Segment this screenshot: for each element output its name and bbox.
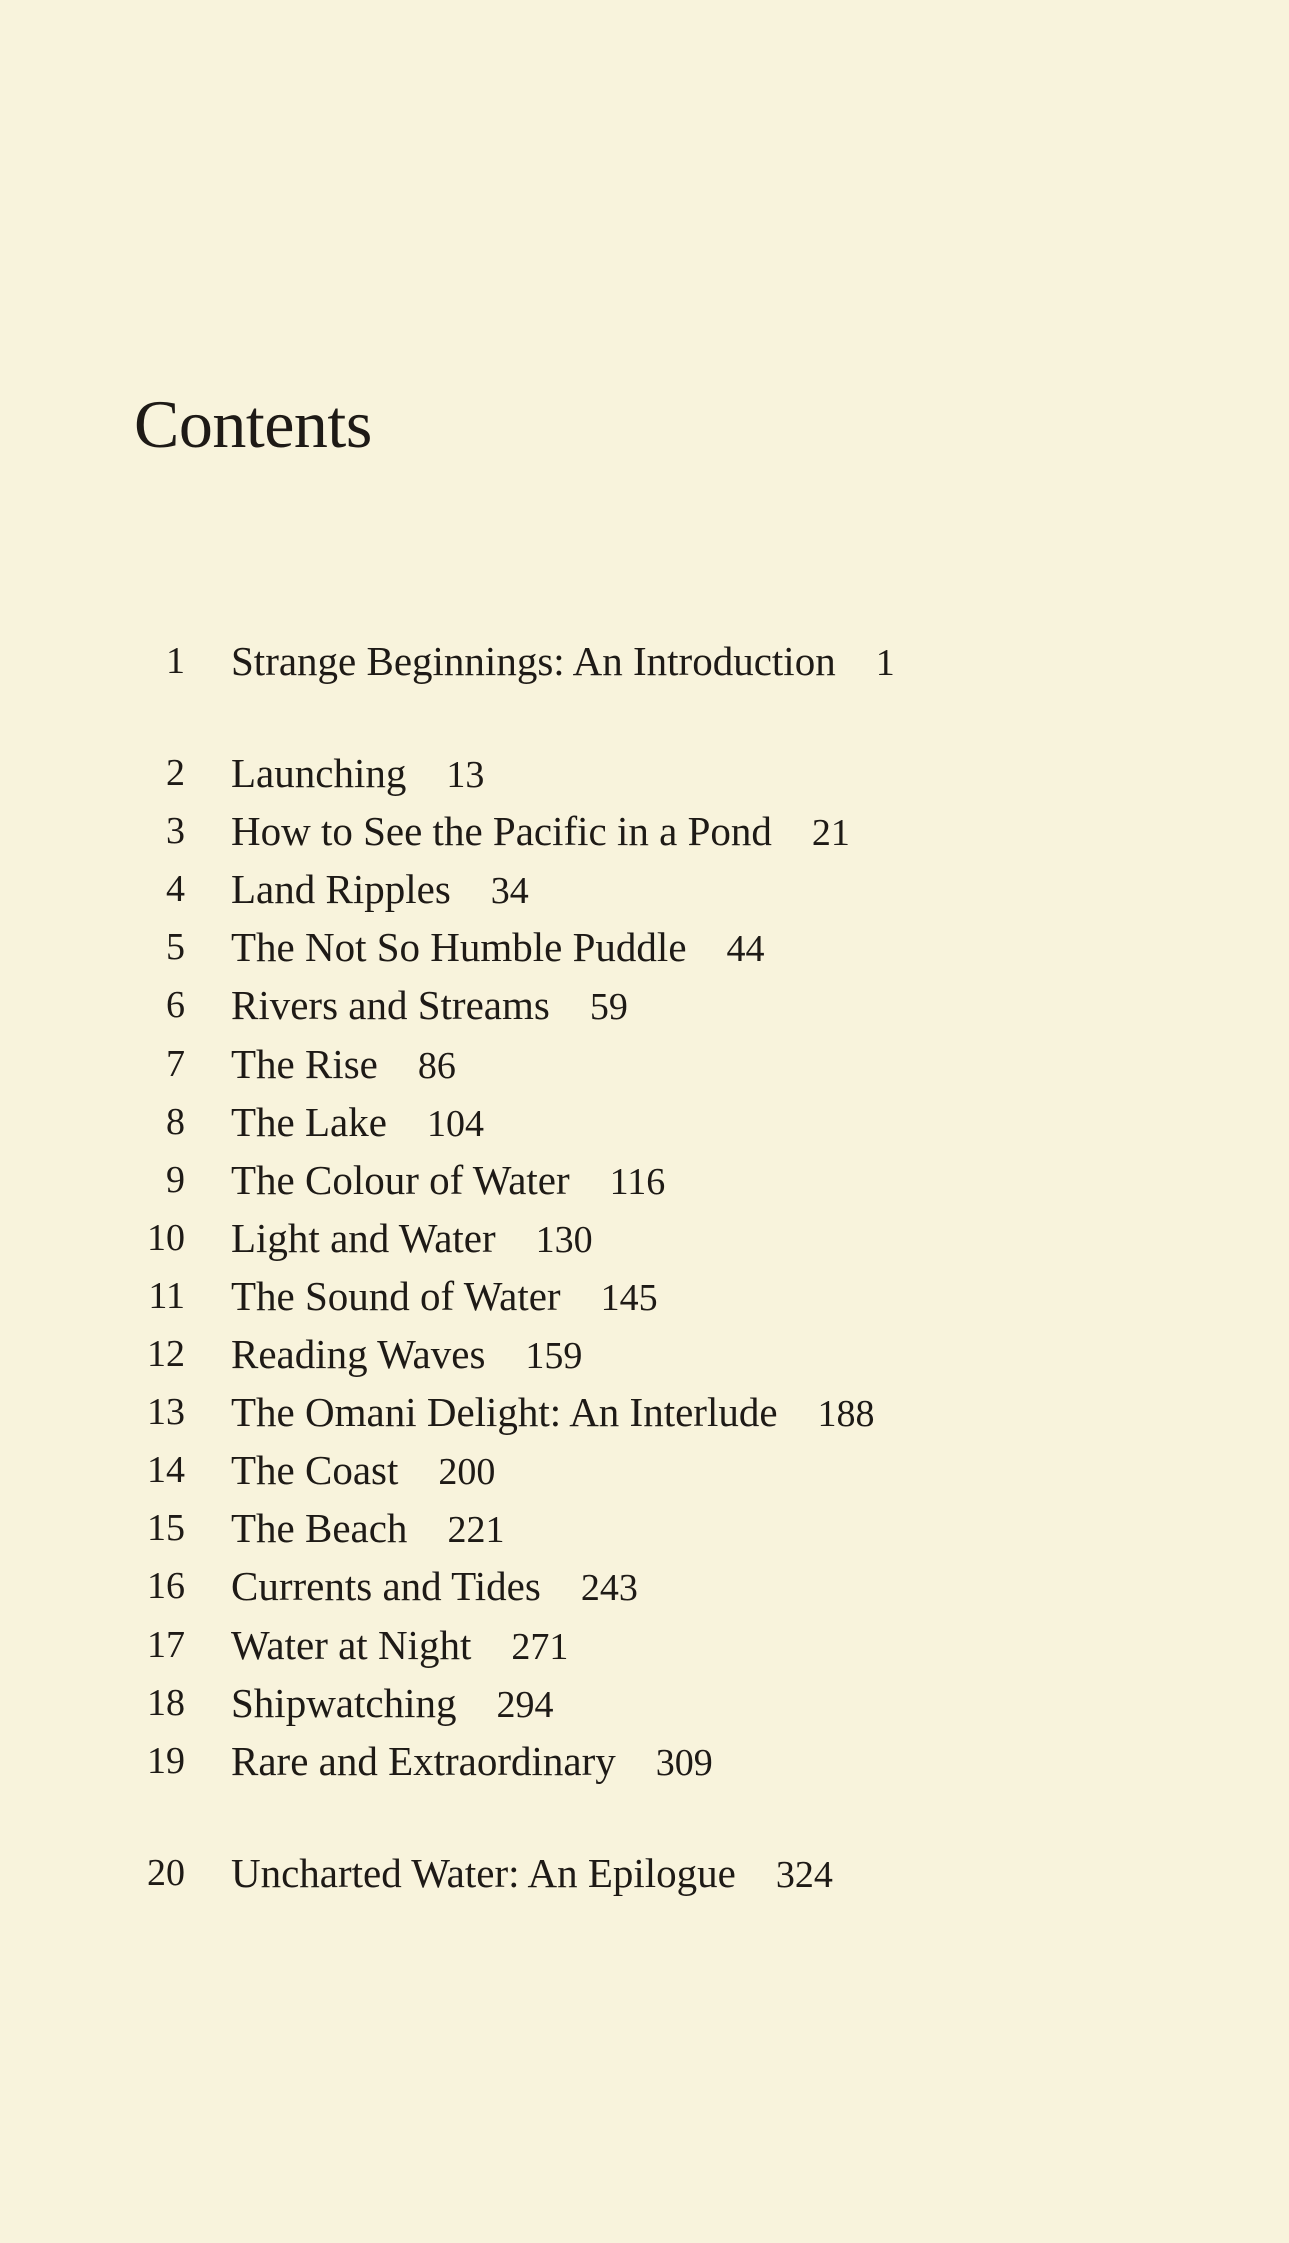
toc-group: 20 Uncharted Water: An Epilogue 324	[0, 1844, 1289, 1902]
chapter-title: How to See the Pacific in a Pond	[231, 808, 772, 855]
chapter-number: 7	[166, 1042, 185, 1085]
toc-entry: 1 Strange Beginnings: An Introduction 1	[0, 632, 1289, 690]
chapter-title: The Sound of Water	[231, 1272, 561, 1319]
chapter-number: 17	[147, 1623, 185, 1666]
chapter-number: 12	[147, 1333, 185, 1376]
chapter-number: 5	[166, 926, 185, 969]
toc-entry: 12 Reading Waves 159	[0, 1325, 1289, 1383]
toc-group: 1 Strange Beginnings: An Introduction 1	[0, 632, 1289, 690]
toc-entry: 13 The Omani Delight: An Interlude 188	[0, 1383, 1289, 1441]
chapter-number: 20	[147, 1851, 185, 1894]
page-number: 309	[655, 1741, 713, 1784]
page-number: 13	[446, 754, 485, 797]
toc-entry: 9 The Colour of Water 116	[0, 1151, 1289, 1209]
chapter-title: The Omani Delight: An Interlude	[231, 1389, 778, 1436]
page-number: 116	[609, 1160, 666, 1203]
chapter-title: The Rise	[231, 1040, 378, 1087]
chapter-number: 19	[147, 1739, 185, 1782]
chapter-title: Rivers and Streams	[231, 982, 550, 1029]
toc-entry: 4 Land Ripples 34	[0, 860, 1289, 918]
chapter-title: The Beach	[231, 1505, 408, 1552]
toc-entry: 10 Light and Water 130	[0, 1209, 1289, 1267]
page-number: 200	[438, 1451, 496, 1494]
page-number: 44	[726, 928, 765, 971]
chapter-title: Reading Waves	[231, 1331, 486, 1378]
chapter-title: Rare and Extraordinary	[231, 1737, 616, 1784]
chapter-title: Light and Water	[231, 1214, 496, 1261]
toc-group: 2 Launching 13 3 How to See the Pacific in a…	[0, 744, 1289, 1790]
toc-entry: 11 The Sound of Water 145	[0, 1267, 1289, 1325]
page-number: 145	[600, 1276, 658, 1319]
chapter-title: Uncharted Water: An Epilogue	[231, 1849, 736, 1896]
chapter-title: Launching	[231, 750, 407, 797]
toc-entry: 16 Currents and Tides 243	[0, 1557, 1289, 1615]
page-number: 221	[447, 1509, 505, 1552]
page-title: Contents	[134, 386, 372, 462]
chapter-number: 3	[166, 810, 185, 853]
chapter-title: Currents and Tides	[231, 1563, 541, 1610]
toc-entry: 19 Rare and Extraordinary 309	[0, 1732, 1289, 1790]
chapter-number: 1	[166, 640, 185, 682]
page-number: 159	[525, 1335, 583, 1378]
page-number: 104	[426, 1102, 484, 1145]
page-number: 324	[775, 1853, 833, 1896]
chapter-title: Land Ripples	[231, 866, 451, 913]
page-number: 59	[589, 986, 628, 1029]
table-of-contents: 1 Strange Beginnings: An Introduction 1 2 La…	[0, 632, 1289, 1956]
page-number: 130	[535, 1218, 593, 1261]
page-number: 34	[490, 870, 529, 913]
chapter-number: 11	[148, 1274, 185, 1317]
page-number: 86	[417, 1044, 456, 1087]
chapter-number: 18	[147, 1681, 185, 1724]
toc-entry: 15 The Beach 221	[0, 1499, 1289, 1557]
chapter-title: Strange Beginnings: An Introduction	[231, 638, 836, 684]
toc-entry: 6 Rivers and Streams 59	[0, 976, 1289, 1034]
page-number: 21	[811, 812, 850, 855]
chapter-title: The Not So Humble Puddle	[231, 924, 687, 971]
toc-entry: 3 How to See the Pacific in a Pond 21	[0, 802, 1289, 860]
chapter-number: 14	[147, 1449, 185, 1492]
chapter-number: 13	[147, 1391, 185, 1434]
toc-entry: 2 Launching 13	[0, 744, 1289, 802]
page-number: 1	[875, 642, 895, 684]
chapter-title: Water at Night	[231, 1621, 472, 1668]
page-number: 188	[817, 1393, 875, 1436]
page-number: 294	[496, 1683, 554, 1726]
chapter-number: 10	[147, 1216, 185, 1259]
toc-entry: 8 The Lake 104	[0, 1093, 1289, 1151]
chapter-number: 6	[166, 984, 185, 1027]
chapter-title: The Colour of Water	[231, 1156, 570, 1203]
page-number: 271	[511, 1625, 569, 1668]
chapter-number: 15	[147, 1507, 185, 1550]
chapter-number: 16	[147, 1565, 185, 1608]
chapter-title: Shipwatching	[231, 1679, 457, 1726]
chapter-number: 9	[166, 1158, 185, 1201]
toc-entry: 7 The Rise 86	[0, 1035, 1289, 1093]
chapter-title: The Coast	[231, 1447, 399, 1494]
toc-entry: 17 Water at Night 271	[0, 1616, 1289, 1674]
toc-entry: 5 The Not So Humble Puddle 44	[0, 918, 1289, 976]
chapter-title: The Lake	[231, 1098, 387, 1145]
toc-entry: 20 Uncharted Water: An Epilogue 324	[0, 1844, 1289, 1902]
chapter-number: 8	[166, 1100, 185, 1143]
toc-entry: 18 Shipwatching 294	[0, 1674, 1289, 1732]
chapter-number: 4	[166, 868, 185, 911]
chapter-number: 2	[166, 752, 185, 795]
toc-entry: 14 The Coast 200	[0, 1441, 1289, 1499]
page-number: 243	[580, 1567, 638, 1610]
